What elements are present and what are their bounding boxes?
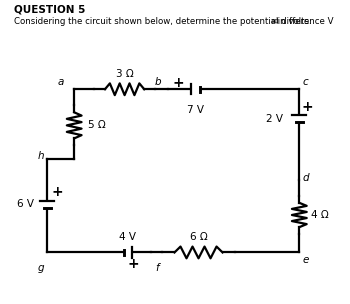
Text: +: +: [302, 100, 314, 114]
Text: 4 Ω: 4 Ω: [311, 210, 329, 220]
Text: 7 V: 7 V: [187, 105, 204, 115]
Text: a: a: [58, 77, 64, 87]
Text: h: h: [37, 151, 44, 161]
Text: +: +: [127, 257, 139, 271]
Text: +: +: [173, 76, 184, 90]
Text: 3 Ω: 3 Ω: [116, 69, 133, 78]
Text: f: f: [155, 263, 159, 273]
Text: b: b: [155, 77, 162, 87]
Text: 6 Ω: 6 Ω: [190, 232, 208, 242]
Text: QUESTION 5: QUESTION 5: [14, 5, 85, 15]
Text: 6 V: 6 V: [17, 199, 34, 209]
Text: d: d: [303, 173, 309, 182]
Text: c: c: [303, 77, 308, 87]
Text: 2 V: 2 V: [266, 114, 282, 124]
Text: in volts.: in volts.: [275, 17, 312, 26]
Text: Considering the circuit shown below, determine the potential difference V: Considering the circuit shown below, det…: [14, 17, 334, 26]
Text: +: +: [51, 185, 63, 199]
Text: 5 Ω: 5 Ω: [88, 120, 105, 130]
Text: e: e: [303, 255, 309, 265]
Text: 4 V: 4 V: [119, 232, 136, 242]
Text: g: g: [37, 263, 44, 273]
Text: ad: ad: [271, 18, 280, 24]
